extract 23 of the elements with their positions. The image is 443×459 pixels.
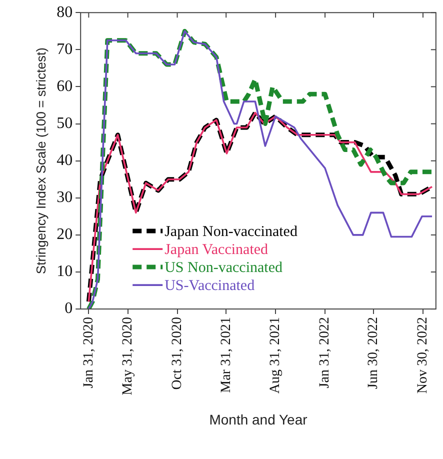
legend-label: Japan Vaccinated: [164, 242, 269, 258]
x-tick-label: Aug 31, 2021: [268, 317, 284, 394]
x-tick-label: Oct 31, 2020: [170, 317, 185, 390]
y-tick-label: 80: [56, 4, 73, 21]
y-tick-label: 70: [56, 40, 73, 58]
y-axis-title: Stringency Index Scale (100 = strictest): [33, 48, 48, 274]
x-tick-label: Jun 30, 2022: [366, 317, 382, 389]
legend-label: US-Vaccinated: [164, 278, 256, 294]
x-tick-label: May 31, 2020: [120, 317, 136, 396]
y-tick-label: 0: [64, 300, 73, 318]
x-tick-label: Mar 31, 2021: [218, 317, 234, 393]
y-tick-label: 40: [56, 152, 73, 170]
x-tick-label: Jan 31, 2020: [81, 317, 96, 388]
x-tick-label: Nov 30, 2022: [416, 317, 431, 394]
x-tick-label: Jan 31, 2022: [318, 317, 333, 388]
legend-label: US Non-vaccinated: [164, 260, 283, 276]
y-tick-label: 50: [56, 114, 73, 132]
y-tick-label: 20: [56, 226, 73, 244]
y-tick-label: 60: [56, 78, 73, 95]
y-tick-label: 30: [56, 189, 73, 206]
x-axis-title: Month and Year: [209, 411, 308, 428]
y-tick-label: 10: [56, 263, 73, 280]
legend-label: Japan Non-vaccinated: [164, 224, 298, 240]
